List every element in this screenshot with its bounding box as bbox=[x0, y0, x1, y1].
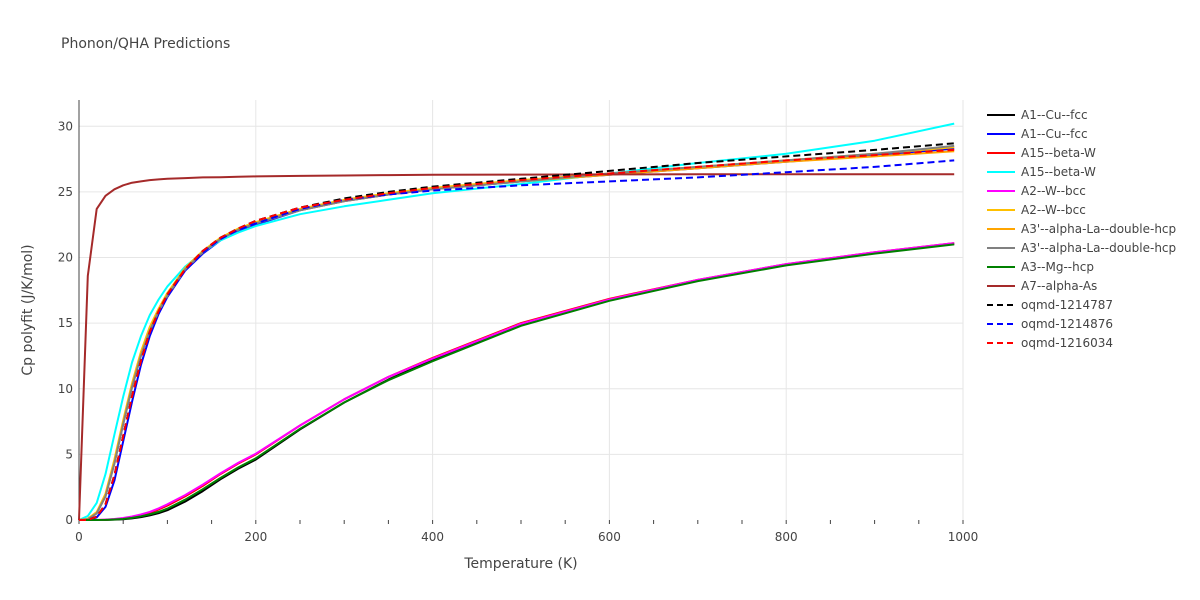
legend-item[interactable]: A2--W--bcc bbox=[987, 184, 1086, 198]
series-line-3 bbox=[78, 122, 955, 521]
legend-label: A15--beta-W bbox=[1021, 165, 1096, 179]
legend-item[interactable]: A1--Cu--fcc bbox=[987, 108, 1088, 122]
legend-label: oqmd-1214787 bbox=[1021, 298, 1113, 312]
y-axis-title: Cp polyfit (J/K/mol) bbox=[20, 244, 36, 375]
legend-item[interactable]: oqmd-1214787 bbox=[987, 298, 1113, 312]
x-tick-label: 400 bbox=[421, 530, 444, 544]
x-tick-label: 0 bbox=[75, 530, 83, 544]
series-line-2 bbox=[79, 242, 955, 521]
series-line-12 bbox=[79, 148, 955, 521]
legend-item[interactable]: A3--Mg--hcp bbox=[987, 260, 1094, 274]
legend-label: A3--Mg--hcp bbox=[1021, 260, 1094, 274]
series-line-8 bbox=[79, 243, 955, 521]
y-tick-label: 0 bbox=[65, 513, 73, 527]
y-tick-label: 25 bbox=[58, 185, 73, 199]
legend-item[interactable]: A3'--alpha-La--double-hcp bbox=[987, 241, 1176, 255]
series-line-11 bbox=[79, 159, 955, 521]
legend-label: A2--W--bcc bbox=[1021, 184, 1086, 198]
y-tick-label: 15 bbox=[58, 316, 73, 330]
x-tick-label: 800 bbox=[775, 530, 798, 544]
series-line-7 bbox=[78, 144, 955, 521]
x-axis-title: Temperature (K) bbox=[463, 556, 577, 572]
legend[interactable]: A1--Cu--fcc A1--Cu--fcc A15--beta-W A15--be… bbox=[987, 108, 1176, 350]
series-line-6 bbox=[78, 150, 955, 521]
legend-label: A3'--alpha-La--double-hcp bbox=[1021, 222, 1176, 236]
legend-item[interactable]: A1--Cu--fcc bbox=[987, 127, 1088, 141]
y-tick-label: 30 bbox=[58, 119, 73, 133]
x-tick-label: 200 bbox=[244, 530, 267, 544]
legend-label: A1--Cu--fcc bbox=[1021, 108, 1088, 122]
y-tick-label: 10 bbox=[58, 382, 73, 396]
legend-item[interactable]: A7--alpha-As bbox=[987, 279, 1097, 293]
x-tick-label: 600 bbox=[598, 530, 621, 544]
series-line-9 bbox=[78, 173, 955, 521]
x-tick-label: 1000 bbox=[948, 530, 979, 544]
legend-label: oqmd-1214876 bbox=[1021, 317, 1113, 331]
series-line-4 bbox=[79, 242, 955, 521]
chart-title: Phonon/QHA Predictions bbox=[61, 36, 231, 52]
legend-item[interactable]: A15--beta-W bbox=[987, 146, 1096, 160]
legend-label: A1--Cu--fcc bbox=[1021, 127, 1088, 141]
legend-label: A2--W--bcc bbox=[1021, 203, 1086, 217]
legend-item[interactable]: oqmd-1216034 bbox=[987, 336, 1113, 350]
series-line-0 bbox=[79, 242, 955, 521]
legend-item[interactable]: oqmd-1214876 bbox=[987, 317, 1113, 331]
legend-item[interactable]: A2--W--bcc bbox=[987, 203, 1086, 217]
legend-item[interactable]: A3'--alpha-La--double-hcp bbox=[987, 222, 1176, 236]
legend-label: A7--alpha-As bbox=[1021, 279, 1097, 293]
grid bbox=[78, 100, 964, 524]
legend-item[interactable]: A15--beta-W bbox=[987, 165, 1096, 179]
legend-label: A3'--alpha-La--double-hcp bbox=[1021, 241, 1176, 255]
series-line-5 bbox=[78, 146, 955, 521]
series-line-1 bbox=[79, 147, 955, 521]
y-tick-label: 5 bbox=[65, 447, 73, 461]
series-line-10 bbox=[79, 142, 955, 521]
y-tick-label: 20 bbox=[58, 251, 73, 265]
legend-label: oqmd-1216034 bbox=[1021, 336, 1113, 350]
legend-label: A15--beta-W bbox=[1021, 146, 1096, 160]
x-tick-labels: 0 200 400 600 800 1000 bbox=[75, 530, 978, 544]
y-tick-labels: 0 5 10 15 20 25 30 bbox=[58, 119, 73, 527]
series-lines bbox=[78, 122, 955, 521]
